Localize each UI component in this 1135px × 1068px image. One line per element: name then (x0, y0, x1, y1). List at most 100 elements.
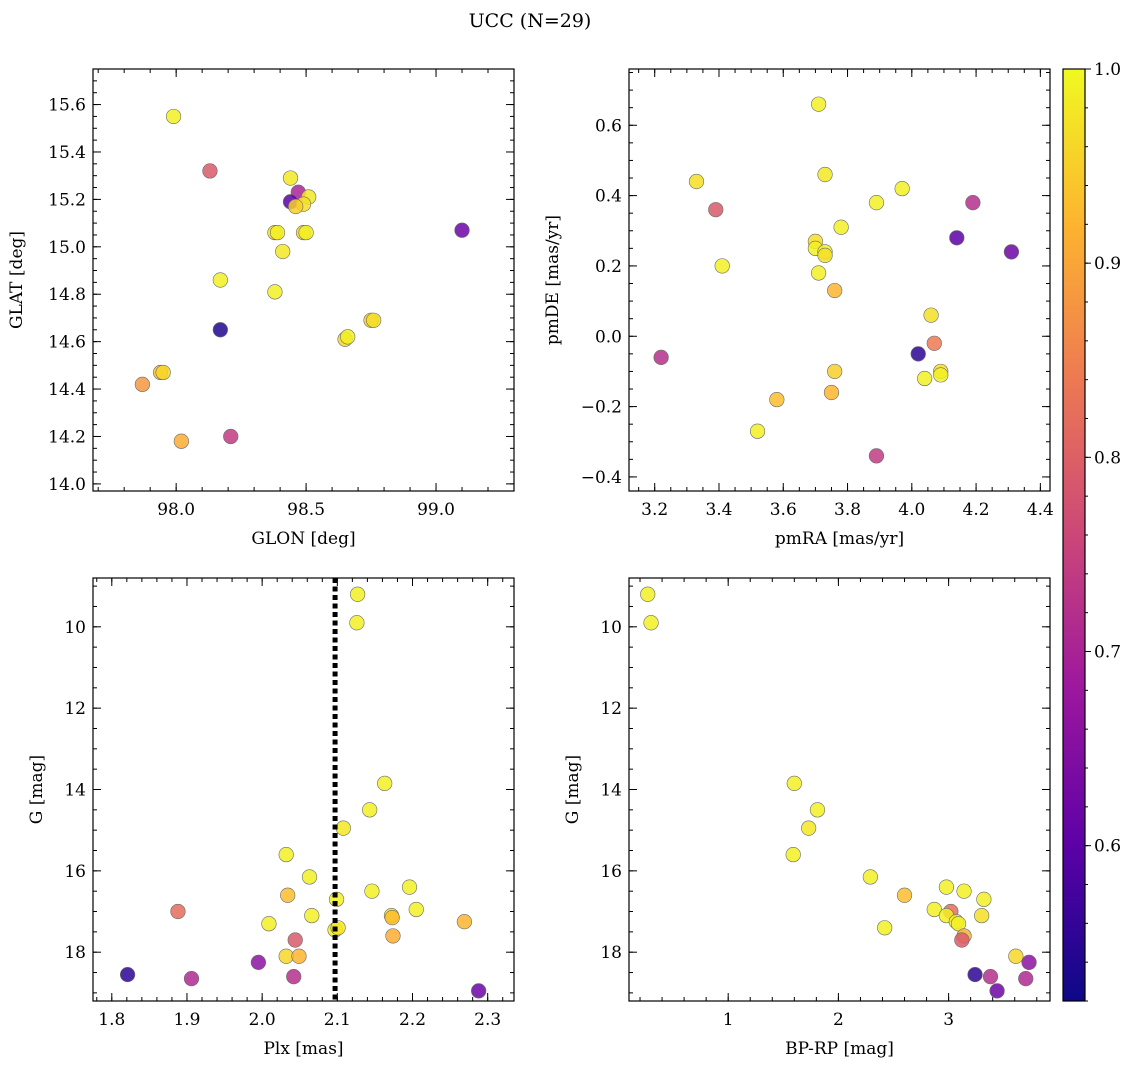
data-point (640, 586, 656, 602)
data-point (269, 224, 286, 241)
data-point (786, 775, 802, 791)
data-point (456, 914, 472, 930)
y-tick-label: 0.0 (595, 327, 622, 347)
y-tick-label: 15.2 (48, 190, 86, 210)
axes-frame (628, 577, 1051, 1002)
y-tick-label: 12 (64, 699, 86, 719)
data-point (384, 910, 400, 926)
data-point (714, 258, 730, 274)
data-point (454, 222, 470, 238)
x-tick-label: 4.0 (898, 500, 925, 520)
ticks (629, 578, 1050, 1001)
data-point (349, 615, 365, 631)
data-point (364, 883, 380, 899)
y-tick-label: 0.4 (595, 187, 622, 207)
y-tick-label: 18 (600, 943, 622, 963)
data-point (366, 312, 382, 328)
y-tick-label: 15.0 (48, 238, 86, 258)
data-point (1018, 971, 1034, 987)
data-point (811, 96, 827, 112)
y-tick-label: 16 (600, 862, 622, 882)
y-tick-label: 14.8 (48, 285, 86, 305)
data-point (280, 887, 296, 903)
data-point (827, 363, 843, 380)
y-tick-label: 18 (64, 943, 86, 963)
data-point (1008, 948, 1024, 964)
data-point (401, 879, 418, 895)
data-point (688, 173, 705, 190)
x-tick-label: 3.8 (834, 500, 861, 520)
scatter-points (653, 96, 1020, 464)
data-point (801, 820, 817, 836)
colorbar-tick-label: 1.0 (1094, 60, 1121, 80)
x-tick-label: 2.0 (249, 1010, 276, 1030)
axes-frame (92, 68, 515, 492)
x-tick-label: 1.8 (98, 1010, 125, 1030)
data-point (278, 846, 294, 863)
data-point (298, 224, 314, 241)
data-point (287, 932, 303, 948)
data-point (862, 869, 878, 885)
data-point (956, 883, 972, 899)
data-point (965, 195, 981, 211)
colorbar-frame (1062, 68, 1086, 1002)
data-point (1021, 954, 1037, 970)
data-point (894, 180, 910, 197)
data-point (471, 983, 487, 999)
data-point (301, 869, 318, 885)
data-point (923, 307, 939, 323)
data-point (173, 433, 189, 449)
data-point (933, 367, 949, 383)
x-tick-label: 3.4 (705, 500, 732, 520)
data-point (809, 802, 826, 818)
x-tick-label: 3.2 (641, 500, 668, 520)
data-point (165, 108, 182, 125)
scatter-points (640, 586, 1037, 999)
y-tick-label: 14.6 (48, 333, 86, 353)
panel-2: 3.2 3.4 3.6 3.8 4.0 4.2 4.4 −0.4 −0.2 0.0 0.2 0.4 0.… (543, 68, 1054, 549)
data-point (362, 802, 378, 818)
data-point (134, 376, 150, 392)
panel-3: 1.8 1.9 2.0 2.1 2.2 2.3 10 12 14 16 18 Plx [mas] G [… (27, 577, 515, 1059)
x-tick-label: 1 (723, 1010, 734, 1030)
data-point (868, 195, 885, 211)
data-point (304, 907, 320, 924)
x-tick-label: 1.9 (173, 1010, 200, 1030)
data-point (278, 948, 294, 964)
data-point (982, 968, 999, 985)
data-point (282, 170, 299, 186)
data-point (385, 928, 401, 944)
y-tick-label: 12 (600, 699, 622, 719)
colorbar-gradient (1063, 69, 1085, 1001)
data-point (938, 879, 955, 895)
x-tick-label: 3 (943, 1010, 954, 1030)
y-axis-label: G [mag] (27, 755, 47, 824)
x-axis-label: Plx [mas] (263, 1039, 343, 1059)
data-point (926, 335, 942, 351)
data-point (989, 983, 1005, 999)
scatter-points (134, 108, 470, 449)
x-tick-label: 2 (833, 1010, 844, 1030)
data-point (827, 282, 843, 299)
data-point (250, 954, 266, 970)
x-tick-label: 4.4 (1027, 500, 1054, 520)
x-tick-label: 2.2 (399, 1010, 426, 1030)
data-point (785, 846, 801, 863)
data-point (976, 891, 992, 907)
y-axis-label: GLAT [deg] (7, 231, 27, 329)
x-tick-label: 98.0 (157, 500, 195, 520)
ticks (93, 68, 515, 491)
data-point (817, 166, 833, 183)
colorbar: 0.6 0.7 0.8 0.9 1.0 (1062, 60, 1121, 1002)
data-point (408, 901, 424, 918)
x-tick-label: 2.3 (474, 1010, 501, 1030)
data-point (708, 202, 724, 218)
data-point (212, 272, 228, 288)
panels: 98.0 98.5 99.014.014.214.414.614.815.015.2… (7, 68, 1054, 1059)
y-tick-label: 16 (64, 862, 86, 882)
data-point (170, 903, 186, 920)
data-point (202, 163, 218, 179)
y-tick-label: 14 (600, 781, 622, 801)
data-point (183, 971, 200, 987)
